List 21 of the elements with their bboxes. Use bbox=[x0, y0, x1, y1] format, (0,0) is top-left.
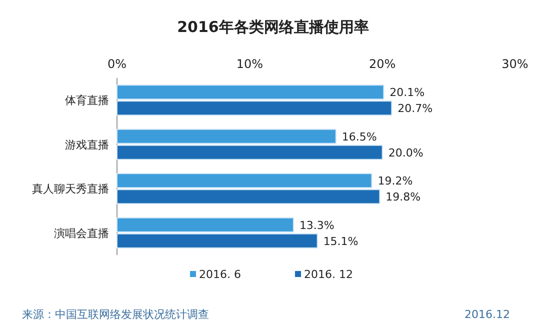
y-tick-label: 真人聊天秀直播 bbox=[32, 182, 109, 196]
x-tick-label: 30% bbox=[502, 57, 528, 71]
x-tick-label: 10% bbox=[236, 57, 264, 71]
data-label: 20.7% bbox=[398, 102, 433, 116]
legend-label: 2016. 12 bbox=[304, 268, 353, 281]
data-label: 16.5% bbox=[342, 130, 377, 144]
y-tick-label: 体育直播 bbox=[65, 94, 109, 108]
data-label: 13.3% bbox=[299, 218, 334, 232]
data-label: 20.1% bbox=[390, 86, 425, 100]
data-label: 19.2% bbox=[378, 174, 413, 188]
text: 2016.12 bbox=[464, 308, 510, 321]
legend-label: 2016. 6 bbox=[199, 268, 241, 281]
chart-title: 2016年各类网络直播使用率 bbox=[177, 18, 369, 36]
data-label: 20.0% bbox=[388, 146, 424, 160]
source-note: 来源：中国互联网络发展状况统计调查 bbox=[22, 308, 209, 321]
data-label: 19.8% bbox=[386, 190, 421, 204]
y-tick-label: 游戏直播 bbox=[65, 138, 109, 152]
x-tick-label: 0% bbox=[107, 57, 127, 71]
y-tick-label: 演唱会直播 bbox=[54, 226, 109, 240]
x-tick-label: 20% bbox=[368, 57, 396, 71]
data-label: 15.1% bbox=[323, 234, 358, 248]
